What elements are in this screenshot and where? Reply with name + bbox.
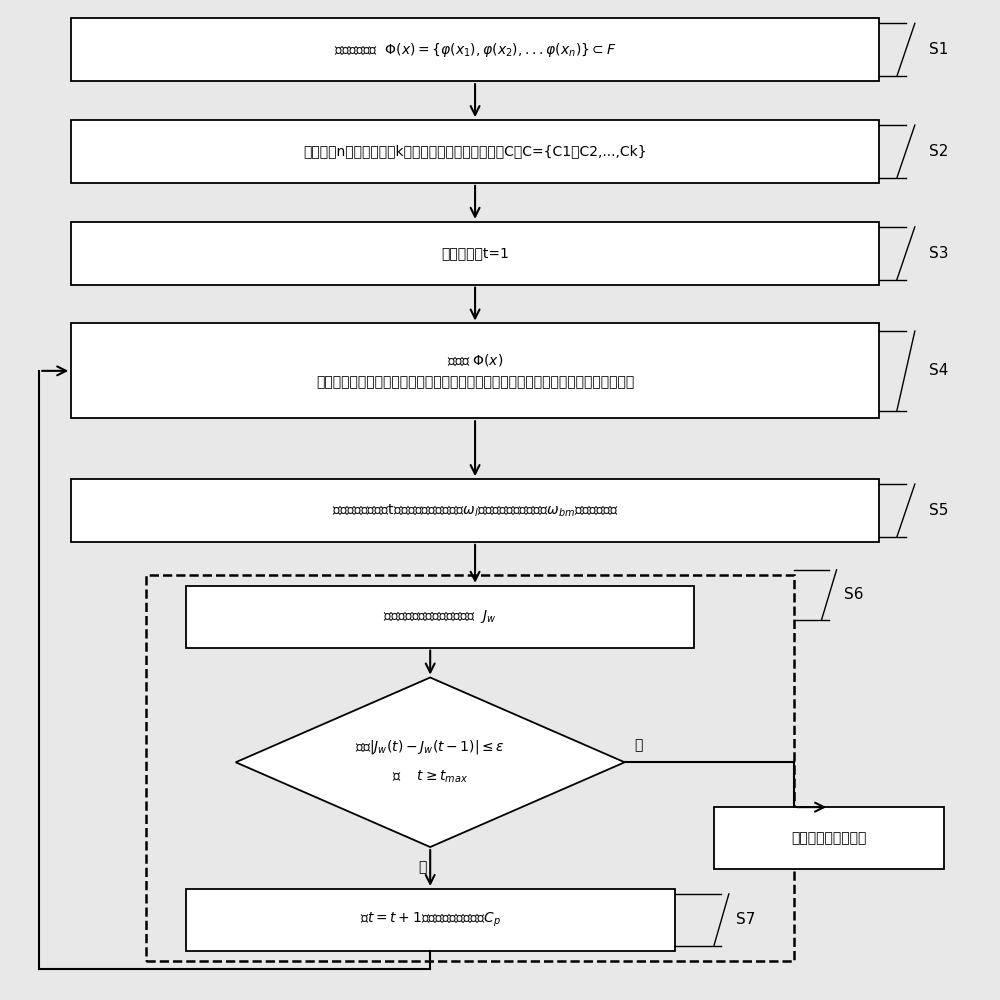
Text: 否: 否 xyxy=(418,860,426,874)
Text: S2: S2 xyxy=(929,144,948,159)
FancyBboxPatch shape xyxy=(71,222,879,285)
Text: S4: S4 xyxy=(929,363,948,378)
Text: 将样本 $\Phi(x)$: 将样本 $\Phi(x)$ xyxy=(447,352,503,368)
FancyBboxPatch shape xyxy=(71,18,879,81)
Text: S5: S5 xyxy=(929,503,948,518)
Text: 进行聚类计算，并根据上、下近似集确定的方法将各样本分配给最近类的上、下近似集: 进行聚类计算，并根据上、下近似集确定的方法将各样本分配给最近类的上、下近似集 xyxy=(316,375,634,389)
FancyBboxPatch shape xyxy=(714,807,944,869)
FancyBboxPatch shape xyxy=(186,889,675,951)
FancyBboxPatch shape xyxy=(71,323,879,418)
Text: 获取样本矩阵  $\Phi(x) = \{\varphi(x_1),\varphi(x_2),...\varphi(x_n)\} \subset F$: 获取样本矩阵 $\Phi(x) = \{\varphi(x_1),\varphi… xyxy=(334,41,616,59)
Text: 计算粗糙核聚类的目标函数值  $J_w$: 计算粗糙核聚类的目标函数值 $J_w$ xyxy=(383,608,497,625)
FancyBboxPatch shape xyxy=(146,575,794,961)
Text: 判断$|J_w(t)-J_w(t-1)| \leq \varepsilon$: 判断$|J_w(t)-J_w(t-1)| \leq \varepsilon$ xyxy=(355,738,505,756)
FancyBboxPatch shape xyxy=(71,479,879,542)
Text: S3: S3 xyxy=(929,246,948,261)
Text: S1: S1 xyxy=(929,42,948,57)
Polygon shape xyxy=(236,678,625,847)
Text: 通过在的n个样本中选取k个样本来确定初始聚类中心C，C={C1，C2,...,Ck}: 通过在的n个样本中选取k个样本来确定初始聚类中心C，C={C1，C2,...,C… xyxy=(303,144,647,158)
Text: 是: 是 xyxy=(635,738,643,752)
Text: 或    $t \geq t_{max}$: 或 $t \geq t_{max}$ xyxy=(392,769,468,785)
FancyBboxPatch shape xyxy=(186,586,694,648)
Text: 根据当前迭代次数t对下近似集的权重因子$\omega_l$和上近似集的权重因子$\omega_{bm}$进行动态调整: 根据当前迭代次数t对下近似集的权重因子$\omega_l$和上近似集的权重因子$… xyxy=(332,502,618,519)
Text: 令迭代次数t=1: 令迭代次数t=1 xyxy=(441,246,509,260)
FancyBboxPatch shape xyxy=(71,120,879,183)
Text: 生成最终类聚并结束: 生成最终类聚并结束 xyxy=(791,831,867,845)
Text: 令$t=t+1$并重新确定聚类中心$C_p$: 令$t=t+1$并重新确定聚类中心$C_p$ xyxy=(360,911,501,929)
Text: S7: S7 xyxy=(736,912,756,927)
Text: S6: S6 xyxy=(844,587,864,602)
